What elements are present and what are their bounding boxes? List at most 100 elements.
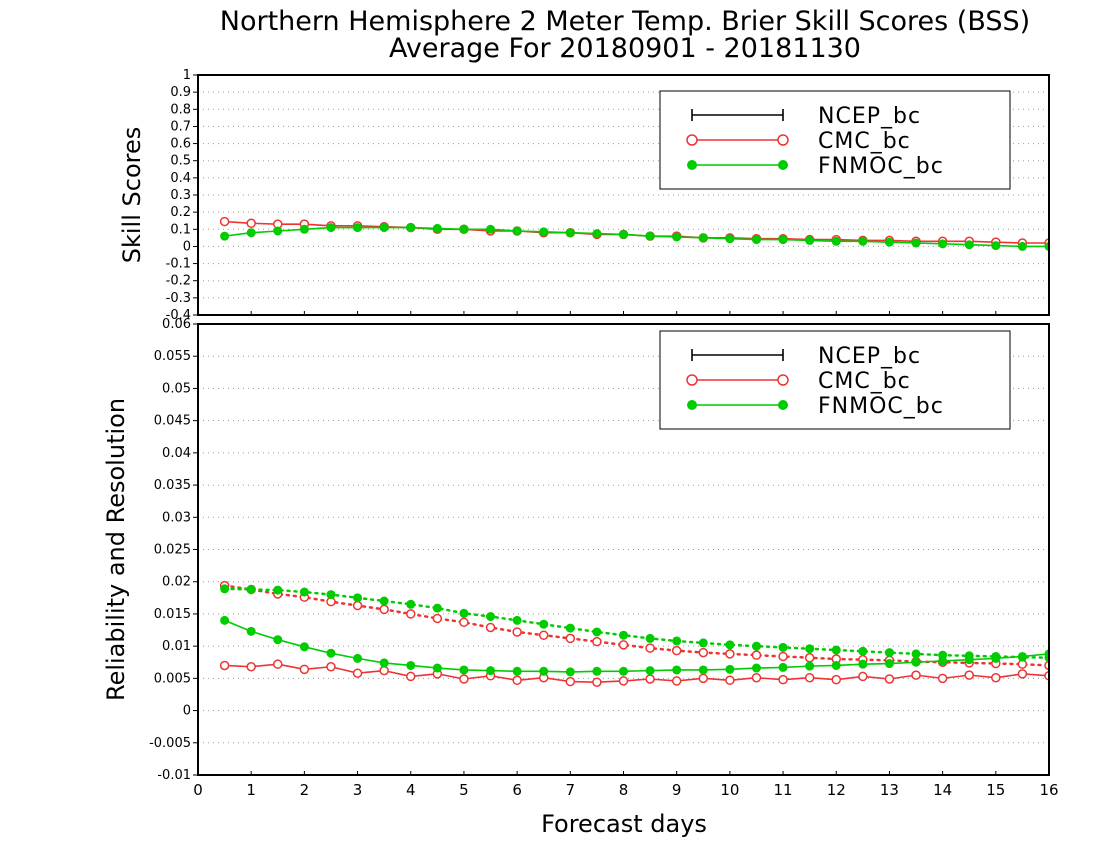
data-point bbox=[911, 657, 921, 667]
data-point bbox=[698, 233, 708, 243]
data-point bbox=[459, 224, 469, 234]
data-point bbox=[831, 660, 841, 670]
data-point bbox=[778, 235, 788, 245]
data-point bbox=[751, 235, 761, 245]
legend-entry-NCEP_bc: NCEP_bc bbox=[691, 104, 920, 129]
legend-label: FNMOC_bc bbox=[818, 394, 944, 419]
data-point bbox=[725, 675, 735, 686]
x-tick-label: 3 bbox=[353, 781, 363, 799]
data-point bbox=[219, 216, 230, 227]
y-tick-label: 0.4 bbox=[170, 171, 191, 186]
y-tick-label: 0.06 bbox=[162, 317, 191, 332]
data-point bbox=[645, 674, 655, 684]
data-point bbox=[486, 612, 496, 622]
data-point bbox=[778, 642, 788, 652]
data-point bbox=[592, 229, 602, 239]
data-point bbox=[512, 615, 522, 625]
data-point bbox=[645, 643, 655, 653]
data-point bbox=[592, 677, 602, 687]
data-point bbox=[751, 641, 761, 651]
data-point bbox=[565, 676, 576, 687]
data-point bbox=[619, 666, 628, 676]
legend-marker bbox=[686, 134, 698, 146]
legend-marker bbox=[687, 400, 697, 410]
data-point bbox=[645, 633, 655, 643]
data-point bbox=[592, 627, 602, 637]
data-point bbox=[486, 224, 496, 234]
data-point bbox=[379, 223, 389, 233]
legend-marker bbox=[777, 374, 789, 386]
y-tick-label: 0.05 bbox=[162, 381, 191, 396]
data-point bbox=[618, 676, 629, 686]
data-point bbox=[592, 666, 602, 676]
legend-marker bbox=[686, 374, 698, 386]
data-point bbox=[326, 662, 336, 672]
data-point bbox=[804, 652, 815, 663]
data-point bbox=[911, 670, 921, 680]
series-CMC_bc-reliability bbox=[219, 659, 1049, 687]
data-point bbox=[805, 235, 815, 245]
data-point bbox=[725, 649, 735, 659]
data-point bbox=[725, 234, 735, 244]
y-tick-label: 0.1 bbox=[170, 222, 191, 237]
data-point bbox=[858, 659, 868, 669]
series-line bbox=[223, 220, 1049, 244]
y-tick-label: 1 bbox=[183, 68, 191, 83]
data-point bbox=[805, 644, 815, 654]
data-point bbox=[246, 218, 256, 229]
series-line bbox=[223, 226, 1049, 248]
y-tick-label: 0.02 bbox=[162, 575, 191, 590]
data-point bbox=[618, 640, 629, 650]
data-point bbox=[379, 658, 389, 668]
data-point bbox=[353, 653, 363, 663]
data-point bbox=[991, 672, 1001, 683]
y-axis-label: Reliability and Resolution bbox=[102, 398, 130, 701]
data-point bbox=[619, 229, 628, 239]
data-point bbox=[486, 666, 496, 676]
data-point bbox=[751, 672, 762, 683]
data-point bbox=[299, 664, 310, 675]
x-tick-label: 14 bbox=[933, 781, 952, 799]
x-tick-label: 2 bbox=[300, 781, 310, 799]
data-point bbox=[645, 666, 655, 676]
y-tick-label: 0.8 bbox=[170, 102, 191, 117]
series-FNMOC_bc bbox=[220, 223, 1049, 251]
data-point bbox=[831, 674, 841, 685]
data-point bbox=[459, 665, 469, 675]
legend-label: FNMOC_bc bbox=[818, 154, 944, 179]
data-point bbox=[539, 666, 549, 676]
data-point bbox=[1044, 241, 1049, 251]
data-point bbox=[406, 660, 416, 670]
y-tick-label: -0.1 bbox=[166, 257, 191, 272]
data-point bbox=[406, 609, 416, 619]
data-point bbox=[246, 228, 256, 238]
data-point bbox=[937, 673, 948, 684]
data-point bbox=[938, 239, 948, 249]
data-point bbox=[273, 659, 283, 669]
data-point bbox=[432, 223, 442, 233]
y-tick-label: 0.055 bbox=[154, 349, 191, 364]
data-point bbox=[1017, 652, 1027, 662]
plot-frame bbox=[197, 323, 1050, 776]
data-point bbox=[831, 236, 841, 246]
series-line bbox=[223, 663, 1049, 684]
data-point bbox=[565, 623, 575, 633]
y-tick-label: 0.035 bbox=[154, 478, 191, 493]
x-tick-label: 12 bbox=[827, 781, 846, 799]
data-point bbox=[219, 660, 230, 671]
data-point bbox=[565, 228, 575, 238]
y-tick-label: 0.9 bbox=[170, 85, 191, 100]
y-tick-label: 0.01 bbox=[162, 639, 191, 654]
chart-title: Northern Hemisphere 2 Meter Temp. Brier … bbox=[220, 6, 1030, 37]
y-tick-label: -0.01 bbox=[157, 768, 191, 783]
data-point bbox=[220, 615, 230, 625]
x-tick-label: 7 bbox=[566, 781, 576, 799]
legend-marker bbox=[778, 160, 788, 170]
y-tick-label: -0.005 bbox=[149, 736, 191, 751]
data-point bbox=[326, 590, 336, 600]
data-point bbox=[911, 238, 921, 248]
legend-marker bbox=[778, 400, 788, 410]
x-tick-label: 15 bbox=[986, 781, 1005, 799]
y-tick-label: 0.03 bbox=[162, 510, 191, 525]
legend-entry-FNMOC_bc: FNMOC_bc bbox=[687, 394, 944, 419]
